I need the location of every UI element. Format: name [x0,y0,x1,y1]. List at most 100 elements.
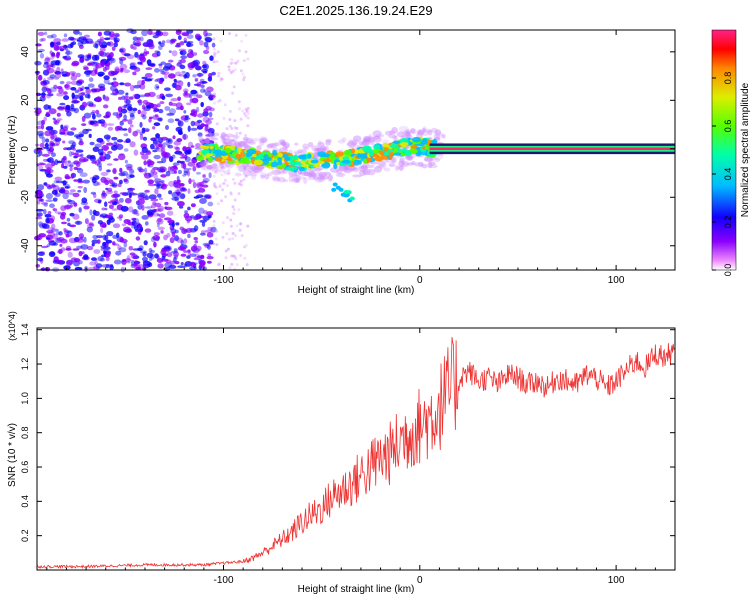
spectrogram-cell [141,76,148,80]
spectrogram-cell [116,111,122,115]
spectrogram-cell [157,205,165,212]
spectrogram-cell [97,256,104,262]
spectrogram-cell [50,134,55,140]
spectrogram-cell [387,148,394,153]
spectrogram-cell [228,266,232,270]
spectrogram-cell [63,33,68,38]
spectrogram-cell [88,77,94,82]
spectrogram-cell [213,182,217,185]
spectrogram-cell [145,129,149,132]
spectrogram-cell [115,250,122,256]
spectrogram-cell [108,179,114,185]
spectrogram-cell [116,216,123,219]
spectrogram-cell [215,137,219,141]
spectrogram-cell [238,142,246,148]
spectrogram-cell [215,60,219,64]
spectrogram-cell [128,192,132,199]
spectrogram-cell [132,71,137,76]
spectrogram-cell [272,149,277,156]
spectrogram-cell [69,167,73,172]
spectrogram-cell [141,215,149,220]
spectrogram-cell [429,159,435,166]
spectrogram-cell [35,108,42,115]
spectrogram-cell [167,139,172,143]
spectrogram-cell [37,31,45,36]
spectrogram-cell [103,122,107,128]
spectrogram-cell [143,172,147,176]
spectrogram-cell [208,94,216,99]
spectrogram-cell [294,142,299,146]
spectrogram-cell [231,237,235,241]
spectrogram-cell [198,207,205,214]
spectrogram-cell [54,71,62,75]
spectrogram-cell [244,114,248,118]
spectrogram-cell [38,74,43,81]
spectrogram-cell [140,57,146,62]
spectrogram-cell [106,231,114,237]
spectrogram-cell [215,156,223,162]
spectrogram-cell [121,223,127,227]
spectrogram-cell [78,92,86,97]
spectrogram-cell [217,71,221,75]
spectrogram-cell [187,206,191,211]
spectrogram-cell [335,172,346,178]
spectrogram-cell [146,252,154,258]
spectrogram-cell [119,82,125,86]
spectrogram-cell [76,245,83,249]
spectrogram-cell [225,127,229,131]
spectrogram-cell [239,179,243,183]
spectrogram-cell [307,176,315,181]
spectrogram-cell [91,123,99,127]
spectrogram-cell [276,164,284,169]
spectrogram-cell [208,132,215,138]
spectrogram-cell [62,140,66,144]
spectrogram-cell [80,201,89,206]
spectrogram-cell [136,37,141,41]
spectrogram-cell [210,132,220,137]
spectrogram-cell [133,67,141,72]
spectrogram-cell [101,144,110,151]
spectrogram-cell [180,55,188,60]
spectrogram-cell [66,260,73,267]
spectrogram-cell [163,234,168,241]
spectrogram-cell [100,176,107,183]
spectrogram-cell [87,62,93,66]
spectrogram-cell [217,263,220,267]
spectrogram-cell [332,182,338,187]
spectrogram-cell [59,80,65,85]
spectrogram-cell [245,139,256,144]
colorbar-tick-label: 0.6 [723,120,733,133]
spectrogram-cell [110,92,118,96]
spectrogram-cell [118,247,127,253]
spectrogram-cell [98,88,106,92]
spectrogram-cell [237,147,242,153]
spectrogram-cell [136,54,145,61]
spectrogram-cell [35,43,42,47]
spectrogram-cell [53,44,60,51]
spectrogram-cell [69,212,75,217]
spectrogram-cell [382,142,389,148]
snr-y-axis-label: SNR (10 * v/v) [7,423,18,487]
spectrogram-cell [410,127,416,134]
spectrogram-cell [162,253,169,257]
spectrogram-cell [98,40,102,47]
spectrogram-cell [137,61,142,65]
spectrogram-cell [244,174,248,178]
spectrogram-cell [178,131,183,136]
spectrogram-cell [158,197,163,201]
spectrogram-cell [91,239,99,244]
spectrogram-cell [282,142,290,149]
spectrogram-cells [33,28,675,273]
spectrogram-cell [368,149,375,157]
spectrogram-cell [70,80,78,86]
spectrogram-cell [229,145,236,151]
spectrogram-cell [341,137,347,142]
spectrogram-cell [127,187,134,194]
spectrogram-cell [285,143,290,149]
spectrogram-cell [196,73,204,77]
spectrogram-cell [194,214,201,220]
spectrogram-cell [297,149,303,154]
spectrogram-cell [243,245,247,249]
spectrogram-cell [123,133,129,137]
spectrogram-cell [156,78,163,81]
